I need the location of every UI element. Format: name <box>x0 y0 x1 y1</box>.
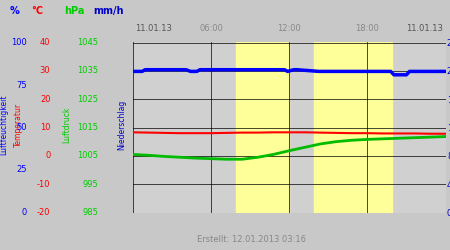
Text: 995: 995 <box>82 180 98 189</box>
Text: 75: 75 <box>16 80 27 90</box>
Text: Temperatur: Temperatur <box>14 103 23 147</box>
Text: 40: 40 <box>40 38 50 47</box>
Text: 0: 0 <box>45 151 50 160</box>
Text: 12:00: 12:00 <box>277 24 301 33</box>
Text: Niederschlag: Niederschlag <box>117 100 126 150</box>
Text: 1045: 1045 <box>77 38 98 47</box>
Text: 20: 20 <box>40 95 50 104</box>
Text: 1035: 1035 <box>77 66 98 75</box>
Text: 100: 100 <box>11 38 27 47</box>
Text: 11.01.13: 11.01.13 <box>406 24 443 33</box>
Text: 0: 0 <box>22 208 27 217</box>
Text: 50: 50 <box>17 123 27 132</box>
Text: -20: -20 <box>37 208 50 217</box>
Bar <box>314 42 392 212</box>
Text: 25: 25 <box>17 166 27 174</box>
Text: 985: 985 <box>82 208 98 217</box>
Text: 11.01.13: 11.01.13 <box>135 24 172 33</box>
Text: 1015: 1015 <box>77 123 98 132</box>
Text: Luftdruck: Luftdruck <box>62 107 71 143</box>
Text: Luftfeuchtigkeit: Luftfeuchtigkeit <box>0 95 8 155</box>
Text: 1025: 1025 <box>77 95 98 104</box>
Text: Erstellt: 12.01.2013 03:16: Erstellt: 12.01.2013 03:16 <box>197 236 306 244</box>
Text: %: % <box>9 6 19 16</box>
Text: 1005: 1005 <box>77 151 98 160</box>
Text: -10: -10 <box>37 180 50 189</box>
Text: 06:00: 06:00 <box>199 24 223 33</box>
Text: 30: 30 <box>40 66 50 75</box>
Text: 10: 10 <box>40 123 50 132</box>
Text: 18:00: 18:00 <box>356 24 379 33</box>
Text: mm/h: mm/h <box>93 6 123 16</box>
Text: hPa: hPa <box>64 6 85 16</box>
Text: °C: °C <box>31 6 43 16</box>
Bar <box>236 42 289 212</box>
